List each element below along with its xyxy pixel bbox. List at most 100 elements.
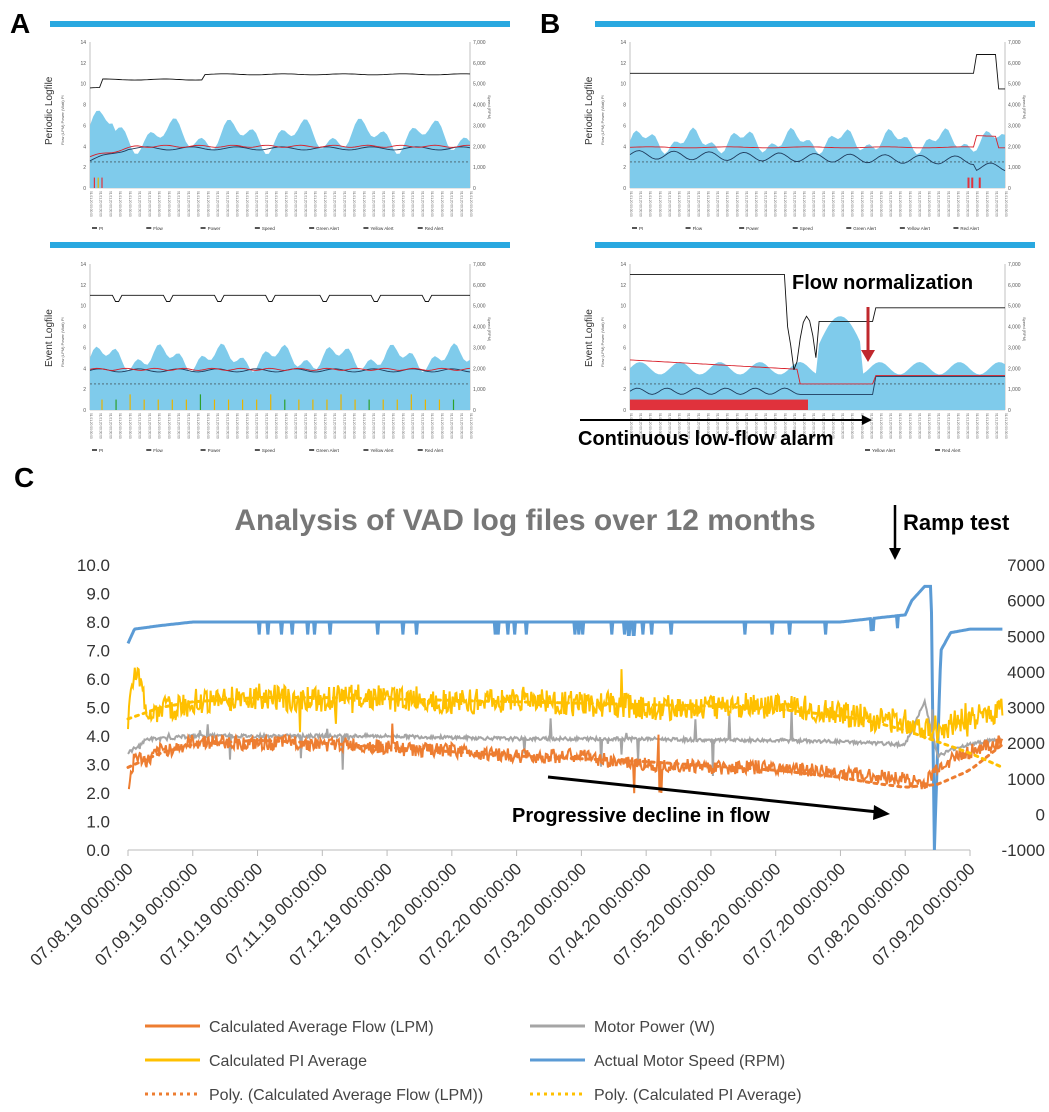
- mini-x-tick: 01.01.20 00:00:00: [89, 413, 93, 439]
- mini-legend-swatch: [899, 227, 905, 229]
- flow-normalization-label: Flow normalization: [792, 272, 974, 294]
- mini-alert-bar: [368, 399, 370, 410]
- progressive-decline-label: Progressive decline in flow: [512, 805, 770, 827]
- mini-legend-entry: Red Alert: [425, 226, 444, 231]
- mini-y-tick-left: 6: [623, 123, 626, 129]
- mini-x-tick: 01.01.20 00:00:00: [196, 413, 200, 439]
- mini-y-tick-left: 12: [620, 61, 626, 67]
- mini-legend-entry: Red Alert: [942, 448, 961, 453]
- mini-power-line: [89, 367, 471, 371]
- mini-alert-bar: [242, 399, 244, 410]
- mini-x-tick: 01.01.20 00:00:00: [411, 413, 415, 439]
- mini-x-tick: 01.01.20 00:00:00: [303, 413, 307, 439]
- mini-x-tick: 01.01.20 00:00:00: [333, 413, 337, 439]
- mini-y-tick-right: 6,000: [1008, 61, 1021, 67]
- mini-x-tick: 01.01.20 00:00:00: [792, 413, 796, 439]
- y-right-tick-label: 6000: [1007, 592, 1045, 611]
- legend-entry: Calculated Average Flow (LPM): [209, 1019, 434, 1036]
- mini-pi-area: [630, 316, 1005, 410]
- mini-x-tick: 01.01.20 00:00:00: [138, 413, 142, 439]
- mini-side-label: Event Logfile: [584, 309, 595, 367]
- mini-x-tick: 01.01.20 00:00:00: [157, 413, 161, 439]
- mini-alert-bar: [312, 399, 314, 410]
- mini-y-tick-left: 10: [80, 304, 86, 310]
- mini-legend-swatch: [632, 227, 637, 229]
- mini-alert-bar: [101, 177, 103, 188]
- panel-b-periodic-chart: 0 2 4 6 8 10 12 14 0 1,000 2,000 3,000 4,000 5,000 6,0…: [584, 40, 1027, 231]
- mini-alert-bar: [326, 399, 328, 410]
- mini-x-tick: 01.01.20 00:00:00: [245, 413, 249, 439]
- mini-x-tick: 01.01.20 00:00:00: [994, 191, 998, 217]
- mini-x-tick: 01.01.20 00:00:00: [196, 191, 200, 217]
- mini-x-tick: 01.01.20 00:00:00: [648, 413, 652, 439]
- mini-alert-bar: [354, 399, 356, 410]
- mini-x-tick: 01.01.20 00:00:00: [850, 191, 854, 217]
- mini-legend-swatch: [92, 227, 97, 229]
- mini-y-tick-left: 4: [83, 144, 86, 150]
- decline-arrow: [547, 775, 879, 814]
- y-right-tick-label: 4000: [1007, 663, 1045, 682]
- mini-y-tick-left: 0: [83, 408, 86, 414]
- mini-x-tick: 01.01.20 00:00:00: [860, 191, 864, 217]
- mini-legend-entry: Green Alert: [316, 448, 340, 453]
- mini-x-tick: 01.01.20 00:00:00: [658, 413, 662, 439]
- mini-x-tick: 01.01.20 00:00:00: [792, 191, 796, 217]
- mini-y-tick-left: 12: [80, 283, 86, 289]
- panel-c-label: C: [14, 462, 35, 493]
- mini-alert-bar: [971, 177, 974, 188]
- mini-legend-swatch: [309, 227, 315, 229]
- mini-x-tick: 01.01.20 00:00:00: [696, 191, 700, 217]
- mini-y-tick-right: 6,000: [473, 61, 486, 67]
- mini-x-tick: 01.01.20 00:00:00: [401, 191, 405, 217]
- mini-y-tick-right: 3,000: [1008, 345, 1021, 351]
- mini-x-tick: 01.01.20 00:00:00: [706, 191, 710, 217]
- mini-legend-swatch: [363, 449, 369, 451]
- mini-legend-entry: Yellow Alert: [370, 226, 394, 231]
- mini-y-tick-right: 1,000: [473, 387, 486, 393]
- mini-x-tick: 01.01.20 00:00:00: [255, 413, 259, 439]
- mini-y-axis-title: Flow (LPM) Power (Watt) PI: [60, 95, 65, 145]
- mini-x-tick: 01.01.20 00:00:00: [956, 191, 960, 217]
- mini-legend-entry: Flow: [153, 448, 163, 453]
- mini-x-tick: 01.01.20 00:00:00: [294, 413, 298, 439]
- y-left-tick-label: 10.0: [77, 556, 110, 575]
- mini-legend-swatch: [417, 227, 423, 229]
- mini-x-tick: 01.01.20 00:00:00: [147, 413, 151, 439]
- mini-x-tick: 01.01.20 00:00:00: [420, 191, 424, 217]
- mini-alert-bar: [213, 399, 216, 410]
- mini-x-tick: 01.01.20 00:00:00: [869, 413, 873, 439]
- mini-y-tick-left: 14: [80, 40, 86, 46]
- mini-x-tick: 01.01.20 00:00:00: [802, 413, 806, 439]
- mini-x-tick: 01.01.20 00:00:00: [898, 191, 902, 217]
- mini-y-tick-left: 2: [83, 387, 86, 393]
- mini-x-tick: 01.01.20 00:00:00: [138, 191, 142, 217]
- mini-x-tick: 01.01.20 00:00:00: [1004, 413, 1008, 439]
- panel-b-top-bar: [595, 21, 1035, 27]
- mini-y-tick-right: 1,000: [1008, 387, 1021, 393]
- mini-legend-entry: Yellow Alert: [907, 226, 931, 231]
- mini-alert-bar: [298, 399, 300, 410]
- mini-y-tick-left: 2: [83, 165, 86, 171]
- mini-x-tick: 01.01.20 00:00:00: [450, 413, 454, 439]
- mini-x-tick: 01.01.20 00:00:00: [956, 413, 960, 439]
- mini-y-tick-right: 7,000: [473, 262, 486, 268]
- mini-x-tick: 01.01.20 00:00:00: [342, 191, 346, 217]
- mini-x-tick: 01.01.20 00:00:00: [245, 191, 249, 217]
- y-left-tick-label: 4.0: [86, 727, 110, 746]
- legend-entry: Poly. (Calculated PI Average): [594, 1087, 802, 1104]
- mini-side-label: Event Logfile: [44, 309, 55, 367]
- y-left-tick-label: 9.0: [86, 585, 110, 604]
- legend-entry: Motor Power (W): [594, 1019, 715, 1036]
- mini-x-tick: 01.01.20 00:00:00: [459, 191, 463, 217]
- mini-y-tick-left: 2: [623, 387, 626, 393]
- mini-y-tick-right: 4,000: [473, 103, 486, 109]
- mini-y-tick-right: 1,000: [1008, 165, 1021, 171]
- mini-x-tick: 01.01.20 00:00:00: [284, 413, 288, 439]
- mini-y-tick-left: 2: [623, 165, 626, 171]
- mini-x-tick: 01.01.20 00:00:00: [850, 413, 854, 439]
- mini-legend-swatch: [200, 227, 206, 229]
- mini-y-tick-right: 7,000: [1008, 262, 1021, 268]
- mini-x-tick: 01.01.20 00:00:00: [821, 191, 825, 217]
- mini-x-tick: 01.01.20 00:00:00: [975, 191, 979, 217]
- mini-x-tick: 01.01.20 00:00:00: [420, 413, 424, 439]
